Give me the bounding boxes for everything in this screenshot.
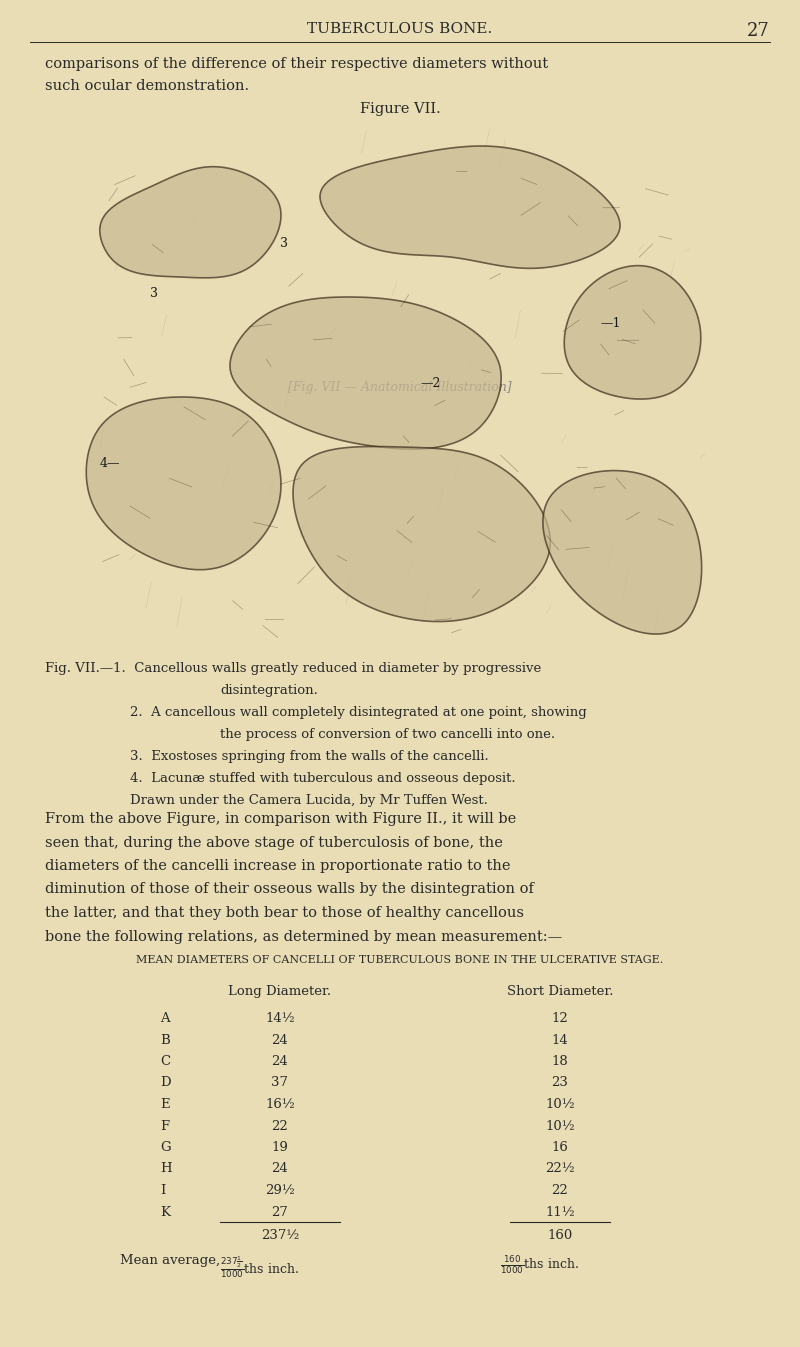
Text: 3: 3 xyxy=(280,237,288,251)
Text: the process of conversion of two cancelli into one.: the process of conversion of two cancell… xyxy=(220,727,555,741)
Text: 22: 22 xyxy=(552,1184,568,1197)
Text: K: K xyxy=(160,1206,170,1219)
Text: C: C xyxy=(160,1055,170,1068)
Text: 2.  A cancellous wall completely disintegrated at one point, showing: 2. A cancellous wall completely disinteg… xyxy=(130,706,586,719)
Text: 24: 24 xyxy=(272,1055,288,1068)
Text: 160: 160 xyxy=(547,1228,573,1242)
Text: 3: 3 xyxy=(150,287,158,300)
Text: 16½: 16½ xyxy=(265,1098,295,1111)
Text: B: B xyxy=(160,1033,170,1047)
Polygon shape xyxy=(293,446,550,621)
Text: [Fig. VII — Anatomical Illustration]: [Fig. VII — Anatomical Illustration] xyxy=(288,380,512,393)
Text: $\frac{160}{1000}$ths inch.: $\frac{160}{1000}$ths inch. xyxy=(500,1254,579,1276)
Text: 22: 22 xyxy=(272,1119,288,1133)
Polygon shape xyxy=(543,470,702,634)
Text: 29½: 29½ xyxy=(265,1184,295,1197)
Text: MEAN DIAMETERS OF CANCELLI OF TUBERCULOUS BONE IN THE ULCERATIVE STAGE.: MEAN DIAMETERS OF CANCELLI OF TUBERCULOU… xyxy=(136,955,664,964)
Text: $\frac{237\frac{1}{2}}{1000}$ths inch.: $\frac{237\frac{1}{2}}{1000}$ths inch. xyxy=(220,1254,299,1280)
Text: 27: 27 xyxy=(747,22,770,40)
Text: such ocular demonstration.: such ocular demonstration. xyxy=(45,79,249,93)
Text: From the above Figure, in comparison with Figure II., it will be: From the above Figure, in comparison wit… xyxy=(45,812,516,826)
Text: 16: 16 xyxy=(551,1141,569,1154)
Text: 14½: 14½ xyxy=(265,1012,295,1025)
Text: 37: 37 xyxy=(271,1076,289,1090)
Text: 23: 23 xyxy=(551,1076,569,1090)
Text: G: G xyxy=(160,1141,170,1154)
Text: I: I xyxy=(160,1184,166,1197)
Text: seen that, during the above stage of tuberculosis of bone, the: seen that, during the above stage of tub… xyxy=(45,835,503,850)
Text: Figure VII.: Figure VII. xyxy=(360,102,440,116)
Text: —2: —2 xyxy=(420,377,440,391)
Text: Mean average,: Mean average, xyxy=(120,1254,220,1268)
Text: E: E xyxy=(160,1098,170,1111)
Bar xyxy=(80,127,720,647)
Text: disintegration.: disintegration. xyxy=(220,684,318,696)
Text: 237½: 237½ xyxy=(261,1228,299,1242)
Text: 24: 24 xyxy=(272,1162,288,1176)
Text: 11½: 11½ xyxy=(545,1206,575,1219)
Text: Fig. VII.—1.  Cancellous walls greatly reduced in diameter by progressive: Fig. VII.—1. Cancellous walls greatly re… xyxy=(45,661,542,675)
Text: 27: 27 xyxy=(271,1206,289,1219)
Text: 10½: 10½ xyxy=(545,1098,575,1111)
Text: 24: 24 xyxy=(272,1033,288,1047)
Text: 19: 19 xyxy=(271,1141,289,1154)
Text: —1: —1 xyxy=(600,317,621,330)
Polygon shape xyxy=(100,167,281,277)
Text: Drawn under the Camera Lucida, by Mr Tuffen West.: Drawn under the Camera Lucida, by Mr Tuf… xyxy=(130,793,488,807)
Text: 22½: 22½ xyxy=(545,1162,575,1176)
Text: Short Diameter.: Short Diameter. xyxy=(506,985,614,998)
Text: H: H xyxy=(160,1162,172,1176)
Polygon shape xyxy=(320,145,620,268)
Text: 4.  Lacunæ stuffed with tuberculous and osseous deposit.: 4. Lacunæ stuffed with tuberculous and o… xyxy=(130,772,516,785)
Text: Long Diameter.: Long Diameter. xyxy=(229,985,331,998)
Text: TUBERCULOUS BONE.: TUBERCULOUS BONE. xyxy=(307,22,493,36)
Text: 3.  Exostoses springing from the walls of the cancelli.: 3. Exostoses springing from the walls of… xyxy=(130,750,489,762)
Polygon shape xyxy=(230,296,501,449)
Text: D: D xyxy=(160,1076,170,1090)
Text: A: A xyxy=(160,1012,170,1025)
Text: 12: 12 xyxy=(552,1012,568,1025)
Text: F: F xyxy=(160,1119,169,1133)
Text: bone the following relations, as determined by mean measurement:—: bone the following relations, as determi… xyxy=(45,929,562,943)
Text: comparisons of the difference of their respective diameters without: comparisons of the difference of their r… xyxy=(45,57,548,71)
Text: 14: 14 xyxy=(552,1033,568,1047)
Polygon shape xyxy=(564,265,701,399)
Text: the latter, and that they both bear to those of healthy cancellous: the latter, and that they both bear to t… xyxy=(45,907,524,920)
Text: 4—: 4— xyxy=(100,457,121,470)
Text: diminution of those of their osseous walls by the disintegration of: diminution of those of their osseous wal… xyxy=(45,882,534,897)
Text: 18: 18 xyxy=(552,1055,568,1068)
Polygon shape xyxy=(86,397,281,570)
Text: diameters of the cancelli increase in proportionate ratio to the: diameters of the cancelli increase in pr… xyxy=(45,859,510,873)
Text: 10½: 10½ xyxy=(545,1119,575,1133)
